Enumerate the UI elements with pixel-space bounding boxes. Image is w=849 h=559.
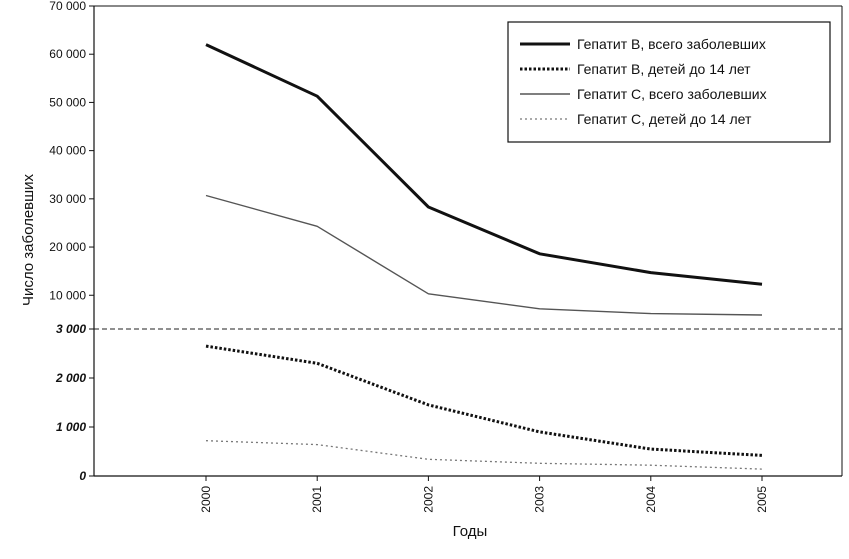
legend-label-3: Гепатит C, всего заболевших bbox=[577, 86, 767, 102]
y-tick-label: 0 bbox=[79, 469, 86, 483]
y-tick-label: 60 000 bbox=[49, 47, 86, 61]
y-tick-label: 1 000 bbox=[56, 420, 86, 434]
y-tick-label: 10 000 bbox=[49, 288, 86, 302]
series-lines bbox=[205, 43, 763, 470]
x-tick-label: 2005 bbox=[755, 486, 769, 513]
legend-label-4: Гепатит C, детей до 14 лет bbox=[577, 111, 752, 127]
y-tick-label: 30 000 bbox=[49, 192, 86, 206]
y-axis-title: Число заболевших bbox=[20, 173, 37, 306]
x-tick-label: 2002 bbox=[421, 486, 435, 513]
legend-box bbox=[507, 21, 831, 143]
x-tick-label: 2000 bbox=[199, 486, 213, 513]
series-line-2 bbox=[205, 344, 763, 457]
series-line-3 bbox=[205, 194, 763, 316]
y-tick-label: 20 000 bbox=[49, 240, 86, 254]
legend-label-2: Гепатит B, детей до 14 лет bbox=[577, 61, 751, 77]
y-tick-label: 40 000 bbox=[49, 144, 86, 158]
series-line-4 bbox=[205, 440, 763, 470]
x-tick-label: 2003 bbox=[533, 486, 547, 513]
plot-frame bbox=[94, 5, 843, 476]
y-tick-label: 2 000 bbox=[55, 371, 86, 385]
x-axis-title: Годы bbox=[453, 523, 488, 540]
y-tick-label: 3 000 bbox=[56, 322, 86, 336]
series-line-1 bbox=[205, 43, 763, 286]
x-tick-label: 2004 bbox=[644, 486, 658, 513]
legend-label-1: Гепатит B, всего заболевших bbox=[577, 36, 766, 52]
y-tick-label: 70 000 bbox=[49, 0, 86, 13]
y-tick-label: 50 000 bbox=[49, 95, 86, 109]
axes: 0 1 000 2 000 3 000 10 000 20 000 30 000 40 000… bbox=[49, 0, 842, 513]
x-tick-label: 2001 bbox=[310, 486, 324, 513]
legend: Гепатит B, всего заболевших Гепатит B, де… bbox=[507, 21, 831, 143]
